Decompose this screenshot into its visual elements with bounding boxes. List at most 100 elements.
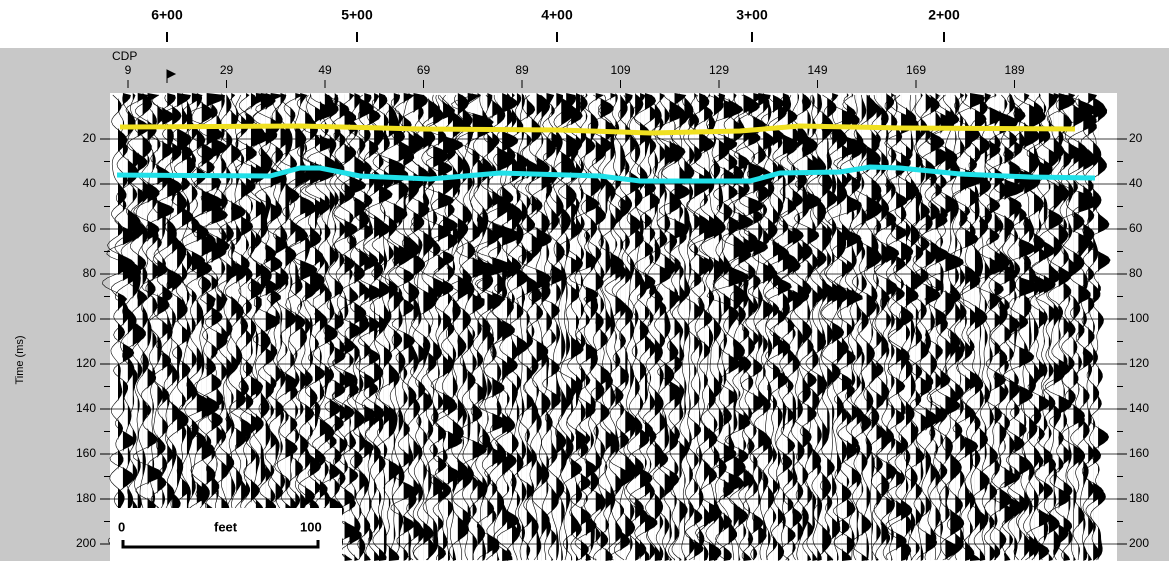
trace-fill [201, 93, 218, 561]
trace-fill [605, 93, 616, 561]
trace [873, 94, 900, 561]
trace [607, 94, 633, 561]
trace-fill [1053, 93, 1065, 561]
trace-fill [551, 93, 566, 561]
trace-fill [354, 93, 367, 561]
x-tick-label: 69 [417, 63, 431, 77]
time-axis-title: Time (ms) [14, 335, 26, 384]
trace-fill [315, 93, 332, 561]
trace-fill [1098, 93, 1111, 561]
y2-tick-label: 20 [1129, 131, 1143, 145]
y-tick-label: 80 [83, 266, 97, 280]
y2-tick-label: 40 [1129, 176, 1143, 190]
trace-fill [388, 93, 405, 561]
trace [849, 95, 865, 561]
trace [152, 94, 183, 561]
trace-fill [447, 93, 463, 561]
trace-fill [349, 93, 366, 561]
trace [547, 94, 576, 561]
trace [125, 94, 150, 561]
trace [682, 94, 696, 561]
trace-fill [768, 93, 778, 561]
trace-fill [236, 93, 247, 561]
trace [694, 94, 722, 561]
y2-tick-label: 80 [1129, 266, 1143, 280]
trace [394, 94, 421, 561]
trace [686, 94, 712, 561]
trace-fill [246, 93, 257, 561]
trace [371, 94, 395, 561]
trace [132, 94, 163, 561]
x-tick-label: 89 [515, 63, 529, 77]
trace-fill [1034, 93, 1045, 561]
trace [1082, 94, 1106, 561]
trace-fill [255, 93, 271, 561]
trace [640, 94, 660, 561]
trace [1044, 94, 1076, 561]
trace-fill [226, 93, 236, 561]
trace [868, 94, 885, 561]
trace-fill [521, 93, 528, 561]
trace-fill [182, 93, 193, 561]
trace-fill [118, 93, 135, 561]
trace [626, 94, 644, 561]
trace-fill [635, 93, 644, 561]
trace [901, 94, 920, 561]
trace-fill [285, 93, 298, 561]
trace [446, 94, 473, 561]
trace [457, 94, 480, 561]
scale-line [121, 540, 320, 549]
trace [252, 94, 280, 561]
trace [179, 94, 206, 561]
scale-start: 0 [118, 519, 125, 534]
trace [872, 94, 891, 561]
trace-fill [364, 93, 376, 561]
trace-fill [851, 93, 863, 561]
x-tick-label: 149 [807, 63, 827, 77]
trace-fill [186, 93, 196, 561]
trace-fill [457, 93, 473, 561]
trace [651, 94, 686, 561]
trace-fill [802, 93, 818, 561]
trace-fill [305, 93, 317, 561]
y-tick-label: 140 [76, 401, 96, 415]
trace [980, 94, 1019, 561]
trace-fill [147, 93, 163, 561]
y2-tick-label: 120 [1129, 356, 1149, 370]
trace [213, 94, 230, 561]
trace [748, 94, 778, 561]
trace [648, 94, 672, 561]
trace-fill [492, 93, 512, 561]
trace [884, 94, 919, 561]
station-label: 2+00 [928, 7, 960, 23]
y2-tick-label: 160 [1129, 446, 1149, 460]
trace [120, 94, 146, 561]
trace [1081, 94, 1111, 561]
y2-tick-label: 100 [1129, 311, 1149, 325]
trace-fill [777, 93, 792, 561]
trace-fill [970, 93, 985, 561]
cdp-title: CDP [112, 49, 137, 63]
trace-fill [477, 93, 494, 561]
trace-fill [773, 93, 784, 561]
trace-fill [910, 93, 920, 561]
horizon-cyan [116, 164, 1096, 184]
trace-fill [960, 93, 969, 561]
trace-fill [679, 93, 688, 561]
trace-fill [270, 93, 285, 561]
horizon-yellow [119, 123, 1076, 136]
trace-fill [339, 93, 350, 561]
scale-bar: 0 feet 100 [110, 508, 342, 561]
trace [746, 94, 771, 561]
trace-fill [177, 93, 192, 561]
trace-fill [817, 93, 827, 561]
x-tick-label: 9 [125, 63, 132, 77]
trace [1060, 94, 1087, 561]
trace [106, 94, 139, 561]
trace-fill [585, 93, 599, 561]
trace-fill [832, 93, 844, 561]
y-tick-label: 40 [83, 176, 97, 190]
station-label: 4+00 [541, 7, 573, 23]
trace-fill [649, 93, 660, 561]
